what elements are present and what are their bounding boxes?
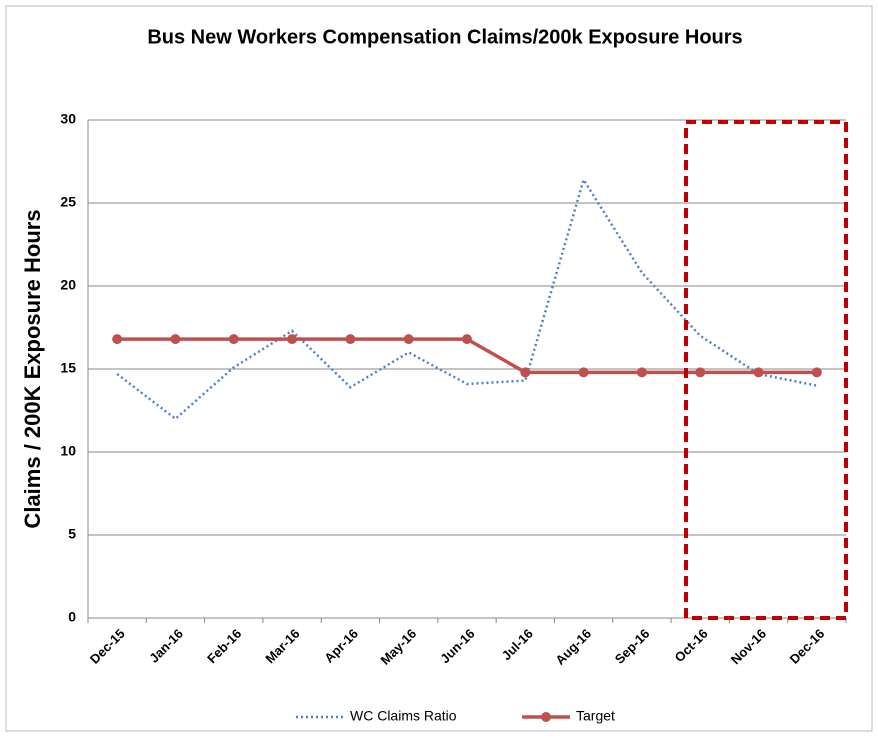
series-marker [345, 334, 356, 345]
y-tick-label: 10 [60, 443, 76, 459]
series-marker [520, 367, 531, 378]
legend-label: Target [576, 708, 615, 724]
series-marker [228, 334, 239, 345]
series-line [116, 176, 818, 421]
series-marker [462, 334, 472, 345]
series-marker [287, 334, 298, 345]
series-marker [695, 367, 706, 378]
y-tick-label: 15 [60, 360, 76, 376]
chart-title: Bus New Workers Compensation Claims/200k… [147, 26, 742, 48]
series-marker [578, 367, 589, 378]
y-tick-label: 30 [60, 111, 76, 127]
series-marker [170, 334, 181, 345]
series-marker [811, 367, 822, 378]
y-tick-label: 20 [60, 277, 76, 293]
legend-label: WC Claims Ratio [350, 708, 457, 724]
series-marker [636, 367, 647, 378]
series-marker [403, 334, 414, 345]
series-marker [753, 367, 764, 378]
y-axis-title: Claims / 200K Exposure Hours [20, 209, 45, 528]
y-tick-label: 5 [68, 526, 76, 542]
series-marker [112, 334, 123, 345]
y-tick-label: 0 [68, 609, 76, 625]
highlight-box [684, 120, 848, 620]
legend-marker [541, 712, 551, 722]
y-tick-label: 25 [60, 194, 76, 210]
